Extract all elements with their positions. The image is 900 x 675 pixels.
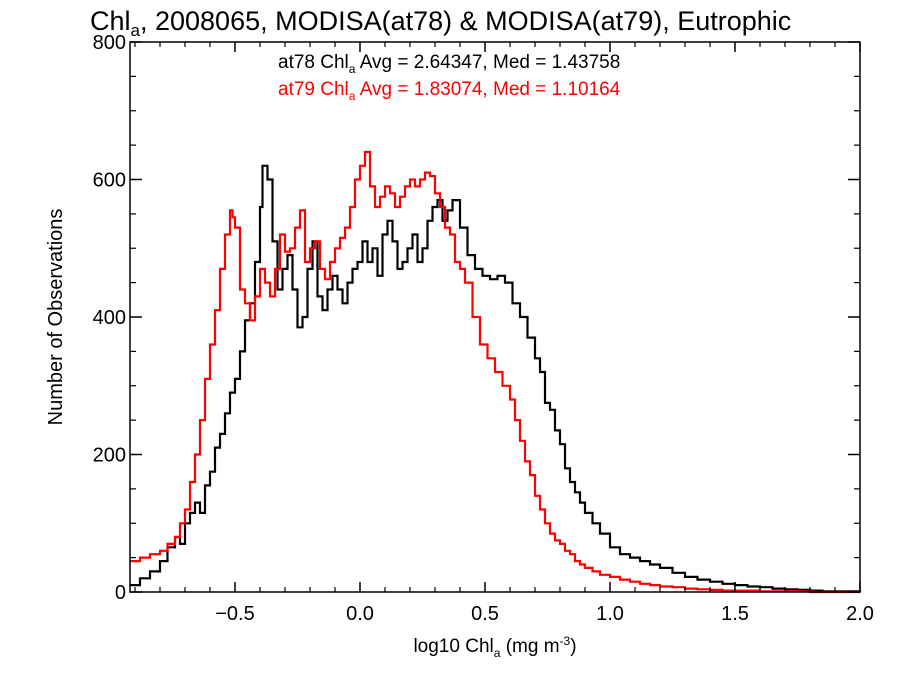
- x-axis-label: log10 Chla (mg m-3): [413, 634, 576, 660]
- y-axis-label: Number of Observations: [45, 209, 67, 426]
- chart-title-suffix: , 2008065, MODISA(at78) & MODISA(at79), …: [140, 6, 791, 36]
- stats-line-at78: at78 Chla Avg = 2.64347, Med = 1.43758: [278, 52, 620, 76]
- series-line-at78: [130, 164, 862, 593]
- ticks-layer: −0.5 0.0 0.5 1.0 1.5 2.0 0 200 400 600 800: [93, 32, 874, 625]
- y-tick-label: 800: [93, 32, 126, 54]
- series-layer: [130, 150, 862, 594]
- x-tick-label: 1.5: [721, 603, 749, 625]
- x-tick-label: 0.0: [346, 603, 374, 625]
- plot-frame: [129, 41, 861, 593]
- y-tick-label: 600: [93, 170, 126, 192]
- stats-line-at79: at79 Chla Avg = 1.83074, Med = 1.10164: [278, 79, 621, 103]
- series-line-at79: [130, 150, 860, 594]
- x-tick-label: −0.5: [215, 603, 254, 625]
- chart-title: Chla, 2008065, MODISA(at78) & MODISA(at7…: [90, 6, 791, 40]
- y-tick-label: 200: [93, 445, 126, 467]
- x-tick-label: 1.0: [596, 603, 624, 625]
- x-tick-label: 2.0: [846, 603, 874, 625]
- chart-title-prefix: Chl: [90, 6, 131, 36]
- chart-title-subscript: a: [131, 21, 141, 40]
- y-tick-label: 400: [93, 307, 126, 329]
- x-tick-label: 0.5: [471, 603, 499, 625]
- y-tick-label: 0: [115, 582, 126, 604]
